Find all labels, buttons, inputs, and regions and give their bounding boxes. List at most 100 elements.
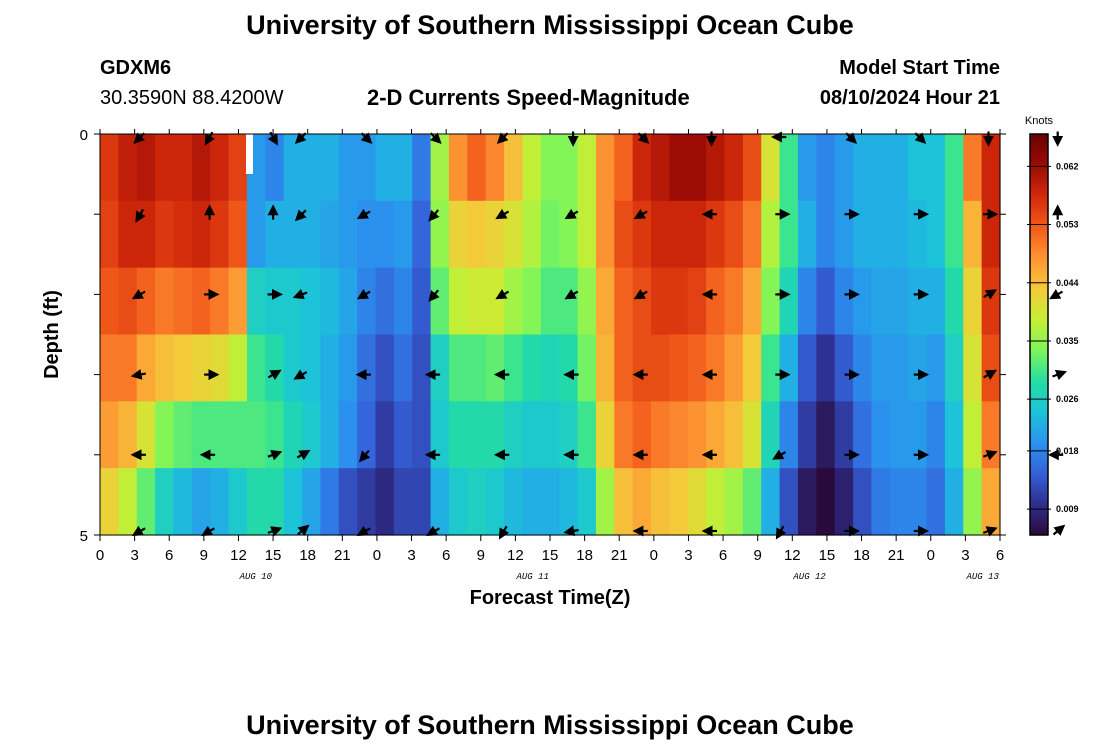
heatmap-cell — [963, 468, 983, 536]
current-arrow — [358, 449, 371, 463]
heatmap-cell — [944, 267, 964, 336]
heatmap-cell — [228, 334, 248, 402]
heatmap-cell — [651, 468, 670, 536]
heatmap-cell — [853, 267, 873, 336]
colorbar-segment — [1030, 404, 1048, 409]
current-arrows — [130, 131, 1068, 540]
heatmap-cell — [338, 468, 358, 536]
heatmap-cell — [853, 468, 873, 536]
current-arrow — [498, 525, 510, 540]
heatmap-cell — [889, 468, 909, 536]
current-arrow — [267, 131, 278, 146]
colorbar-segment — [1030, 257, 1048, 262]
heatmap-cell — [375, 334, 395, 402]
colorbar-segment — [1030, 207, 1048, 212]
heatmap-cell — [246, 401, 266, 469]
x-tick-label: 18 — [299, 547, 316, 564]
colorbar-segment — [1030, 351, 1048, 356]
colorbar-segment — [1030, 501, 1048, 506]
heatmap-cell — [797, 468, 817, 536]
heatmap-cell — [816, 468, 836, 536]
heatmap-cell — [706, 334, 726, 402]
colorbar-segment — [1030, 264, 1048, 269]
heatmap-cell — [375, 401, 395, 469]
heatmap-cell — [118, 468, 138, 536]
heatmap-cell — [375, 134, 395, 202]
colorbar-segment — [1030, 484, 1048, 489]
heatmap-cell — [614, 334, 634, 402]
colorbar-segment — [1030, 147, 1048, 152]
heatmap-cell — [283, 334, 303, 402]
heatmap-cell — [926, 200, 946, 269]
colorbar-segment — [1030, 374, 1048, 379]
heatmap-cell — [779, 334, 799, 402]
colorbar-segment — [1030, 458, 1048, 462]
heatmap-cell — [100, 200, 119, 269]
heatmap-cell — [191, 468, 211, 536]
heatmap-cell — [412, 401, 432, 469]
heatmap-cell — [228, 468, 248, 536]
colorbar-segment — [1030, 220, 1048, 225]
heatmap-cell — [448, 334, 468, 402]
current-arrow — [633, 289, 648, 300]
colorbar-segment — [1030, 498, 1048, 503]
colorbar-tick-label: 0.009 — [1056, 504, 1079, 514]
current-arrow — [495, 289, 510, 300]
colorbar-tick-label: 0.018 — [1056, 446, 1079, 456]
colorbar-segment — [1030, 451, 1048, 456]
heatmap-cell — [669, 200, 689, 269]
date-label: AUG 12 — [792, 572, 826, 582]
colorbar-segment — [1030, 177, 1048, 182]
heatmap-cell — [632, 401, 652, 469]
heatmap-cell — [357, 267, 377, 336]
x-tick-label: 18 — [576, 547, 593, 564]
heatmap-cell — [155, 468, 175, 536]
heatmap-cell — [926, 134, 946, 202]
heatmap-cell — [136, 334, 156, 402]
colorbar-tick-label: 0.044 — [1056, 278, 1079, 288]
x-tick-label: 9 — [754, 547, 762, 564]
heatmap-cell — [669, 334, 689, 402]
current-arrow — [267, 526, 283, 537]
heatmap-cell — [393, 468, 413, 536]
colorbar-segment — [1030, 247, 1048, 252]
heatmap-cell — [559, 401, 579, 469]
heatmap-cell — [797, 334, 817, 402]
colorbar-segment — [1030, 434, 1048, 439]
colorbar-segment — [1030, 464, 1048, 469]
speed-heatmap — [100, 134, 1001, 536]
colorbar-segment — [1030, 180, 1048, 185]
heatmap-cell — [889, 134, 909, 202]
heatmap-cell — [981, 401, 1001, 469]
heatmap-cell — [577, 401, 597, 469]
heatmap-cell — [981, 468, 1001, 536]
heatmap-cell — [761, 334, 781, 402]
colorbar-segment — [1030, 317, 1048, 322]
heatmap-cell — [430, 468, 450, 536]
heatmap-cell — [155, 200, 175, 269]
heatmap-cell — [522, 334, 542, 402]
current-arrow — [204, 131, 215, 146]
colorbar-segment — [1030, 254, 1048, 259]
x-tick-label: 3 — [961, 547, 969, 564]
current-arrow — [356, 289, 371, 300]
x-tick-label: 12 — [784, 547, 801, 564]
current-arrow — [131, 525, 146, 537]
heatmap-cell — [191, 334, 211, 402]
heatmap-cell — [742, 267, 762, 336]
colorbar-segment — [1030, 134, 1048, 138]
heatmap-cell — [283, 401, 303, 469]
heatmap-cell — [853, 334, 873, 402]
colorbar-segment — [1030, 190, 1048, 195]
x-tick-label: 3 — [407, 547, 415, 564]
colorbar-tick-label: 0.026 — [1056, 394, 1079, 404]
colorbar-tick-label: 0.035 — [1056, 336, 1079, 346]
colorbar-segment — [1030, 187, 1048, 192]
model-start-value: 08/10/2024 Hour 21 — [819, 87, 1000, 109]
colorbar-segment — [1030, 244, 1048, 249]
heatmap-cell — [485, 401, 505, 469]
heatmap-cell — [669, 134, 689, 202]
heatmap-cell — [816, 267, 836, 336]
colorbar-segment — [1030, 324, 1048, 329]
